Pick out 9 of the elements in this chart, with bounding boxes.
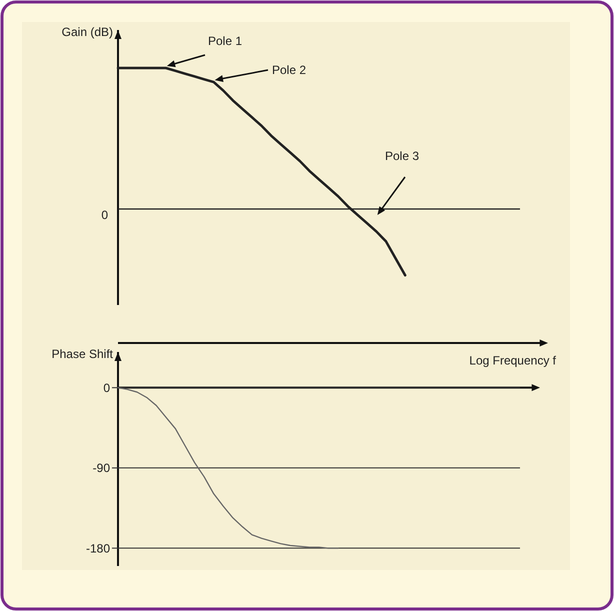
y-axis-title: Gain (dB): [62, 25, 113, 39]
y-tick-label: -180: [86, 541, 110, 556]
text: Pole 1: [208, 34, 242, 48]
annotation: Pole 2: [272, 63, 306, 77]
annotation: Pole 3: [385, 149, 420, 163]
x-axis-title: Log Frequency f: [469, 354, 557, 368]
y-tick-label: -90: [92, 461, 110, 476]
y-tick-label: 0: [103, 380, 110, 395]
y-axis-title: Phase Shift: [52, 347, 114, 361]
